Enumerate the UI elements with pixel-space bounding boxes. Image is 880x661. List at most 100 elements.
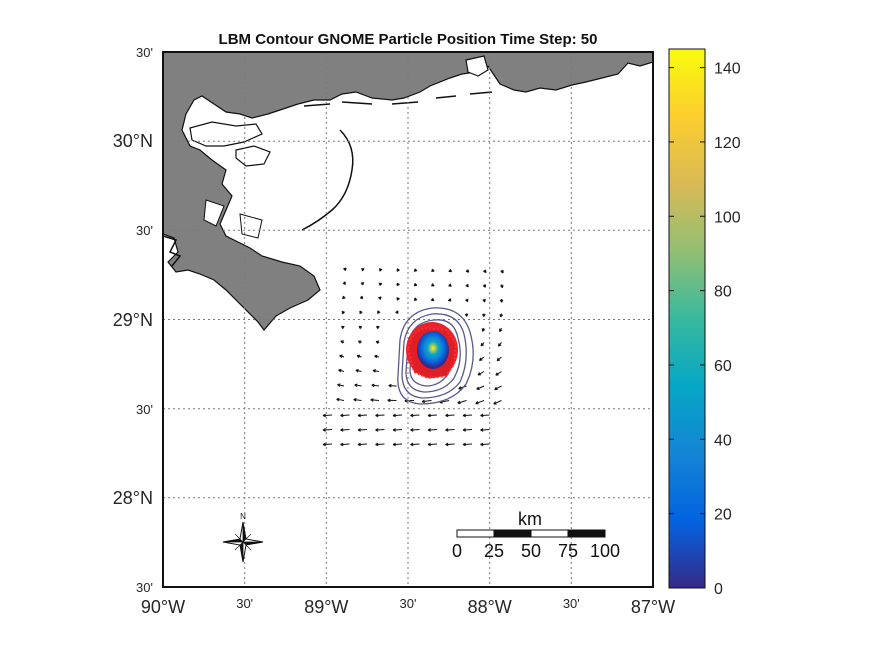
current-arrow-icon [375, 442, 385, 447]
map-frame [162, 51, 654, 588]
current-arrow-icon [340, 428, 350, 432]
current-arrow-icon [427, 442, 438, 447]
current-arrow-icon [370, 398, 380, 402]
current-arrow-icon [342, 281, 346, 285]
current-arrow-icon [322, 413, 333, 418]
current-arrow-icon [376, 325, 380, 330]
current-arrow-icon [359, 295, 364, 300]
current-arrow-icon [340, 340, 345, 344]
current-arrow-icon [322, 428, 333, 432]
current-arrow-icon [340, 413, 350, 418]
current-arrow-icon [496, 356, 502, 362]
y-tick-label: 30°N [113, 131, 153, 151]
current-arrow-icon [480, 428, 490, 432]
current-arrow-icon [388, 383, 397, 388]
current-arrow-icon [396, 297, 400, 301]
current-arrow-icon [396, 282, 400, 287]
x-axis-labels: 90°W 30' 89°W 30' 88°W 30' 87°W [141, 596, 675, 617]
current-arrow-icon [343, 267, 347, 271]
colorbar: 0 20 40 60 80 100 120 140 [668, 48, 741, 598]
current-arrow-icon [392, 442, 403, 447]
north-label: N [240, 512, 246, 521]
scale-tick-label: 25 [484, 541, 504, 561]
current-arrow-icon [410, 428, 420, 432]
coast-west [163, 235, 182, 267]
colorbar-tick-label: 100 [714, 209, 741, 226]
lake-borgne [235, 145, 271, 167]
colorbar-tick-label: 40 [714, 432, 732, 449]
current-arrow-icon [482, 284, 486, 288]
colorbar-gradient [668, 48, 706, 589]
current-arrow-icon [338, 368, 345, 373]
current-arrow-icon [462, 442, 473, 447]
current-arrow-icon [479, 356, 485, 361]
graticule [163, 52, 653, 587]
map-area [162, 51, 654, 588]
current-arrow-icon [372, 369, 380, 373]
current-arrow-icon [457, 400, 467, 405]
current-arrow-icon [445, 428, 455, 432]
current-arrow-icon [359, 310, 363, 315]
current-arrow-icon [341, 325, 345, 330]
current-arrow-icon [427, 428, 438, 432]
current-arrow-icon [371, 383, 380, 388]
current-arrow-icon [477, 371, 485, 376]
current-arrow-icon [413, 268, 418, 272]
current-arrow-icon [353, 397, 362, 402]
current-arrow-icon [480, 442, 490, 447]
current-arrow-icon [357, 413, 368, 418]
barrier-islands [303, 91, 493, 107]
scale-tick-label: 50 [521, 541, 541, 561]
current-arrow-icon [392, 428, 403, 432]
current-arrow-icon [482, 298, 486, 303]
colorbar-tick-label: 20 [714, 507, 732, 524]
current-arrow-icon [378, 296, 382, 300]
current-arrow-icon [361, 268, 365, 272]
current-arrow-icon [480, 413, 490, 418]
current-arrow-icon [465, 298, 469, 303]
current-arrow-icon [499, 313, 504, 318]
current-arrow-icon [448, 268, 453, 273]
current-arrow-icon [358, 325, 363, 330]
current-arrow-icon [360, 281, 365, 286]
current-arrow-icon [410, 442, 420, 447]
current-arrow-icon [374, 354, 380, 359]
scale-tick-label: 75 [558, 541, 578, 561]
mobile-bay [465, 55, 489, 77]
current-arrow-icon [430, 297, 435, 302]
chandeleur-islands [301, 129, 354, 231]
current-arrow-icon [482, 313, 486, 317]
y-tick-label: 30' [136, 402, 153, 417]
current-arrow-icon [396, 268, 400, 272]
current-arrow-icon [481, 327, 486, 332]
y-tick-label: 30' [136, 580, 153, 595]
current-arrow-icon [480, 342, 485, 347]
current-arrow-icon [378, 268, 383, 272]
current-arrow-icon [445, 442, 455, 447]
x-tick-label: 90°W [141, 597, 185, 617]
current-arrow-icon [413, 282, 418, 287]
current-vectors [322, 267, 504, 447]
current-arrow-icon [448, 283, 452, 287]
current-arrow-icon [465, 269, 470, 273]
current-arrow-icon [497, 342, 502, 347]
current-arrow-icon [357, 442, 368, 447]
y-tick-label: 28°N [113, 488, 153, 508]
x-tick-label: 89°W [304, 597, 348, 617]
lake-pontchartrain [189, 121, 263, 147]
particle-cloud [406, 322, 458, 380]
current-arrow-icon [377, 310, 381, 314]
y-axis-labels: 30' 30°N 30' 29°N 30' 28°N 30' [113, 45, 153, 595]
current-arrow-icon [476, 385, 485, 390]
colorbar-tick-label: 120 [714, 135, 741, 152]
current-arrow-icon [357, 428, 368, 432]
current-arrow-icon [413, 297, 418, 301]
north-arrow: N [222, 512, 264, 563]
current-arrow-icon [499, 298, 504, 303]
current-arrow-icon [387, 398, 397, 403]
x-tick-label: 88°W [468, 597, 512, 617]
current-arrow-icon [431, 283, 435, 287]
colorbar-tick-label: 0 [714, 581, 723, 598]
current-arrow-icon [462, 428, 473, 432]
current-arrow-icon [354, 383, 362, 388]
